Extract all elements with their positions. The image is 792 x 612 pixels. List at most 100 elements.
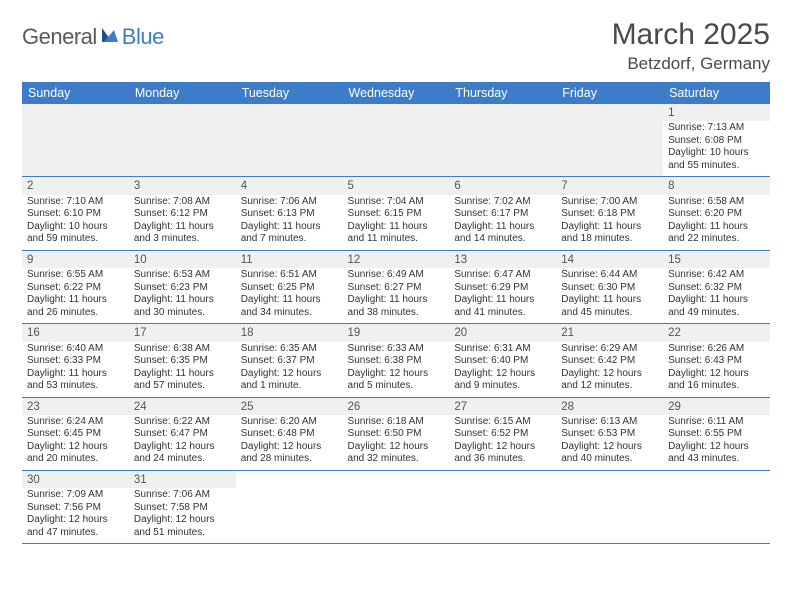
sunset-text: Sunset: 6:38 PM (348, 355, 445, 368)
day-number: 14 (556, 251, 663, 268)
daylight-text: Daylight: 12 hours and 9 minutes. (454, 368, 551, 393)
calendar-cell: 12Sunrise: 6:49 AMSunset: 6:27 PMDayligh… (343, 250, 450, 323)
calendar-cell: 4Sunrise: 7:06 AMSunset: 6:13 PMDaylight… (236, 177, 343, 250)
calendar-cell: 23Sunrise: 6:24 AMSunset: 6:45 PMDayligh… (22, 397, 129, 470)
calendar-week-row: 9Sunrise: 6:55 AMSunset: 6:22 PMDaylight… (22, 250, 770, 323)
calendar-cell: 19Sunrise: 6:33 AMSunset: 6:38 PMDayligh… (343, 324, 450, 397)
sunset-text: Sunset: 7:58 PM (134, 502, 231, 515)
sunset-text: Sunset: 6:55 PM (668, 428, 765, 441)
sunset-text: Sunset: 6:30 PM (561, 282, 658, 295)
calendar-cell (449, 470, 556, 543)
day-number: 17 (129, 324, 236, 341)
daylight-text: Daylight: 11 hours and 30 minutes. (134, 294, 231, 319)
calendar-cell (449, 104, 556, 177)
daylight-text: Daylight: 11 hours and 3 minutes. (134, 221, 231, 246)
day-number: 22 (663, 324, 770, 341)
sunset-text: Sunset: 6:15 PM (348, 208, 445, 221)
daylight-text: Daylight: 11 hours and 38 minutes. (348, 294, 445, 319)
day-number: 28 (556, 398, 663, 415)
sunrise-text: Sunrise: 6:40 AM (27, 343, 124, 356)
daylight-text: Daylight: 12 hours and 32 minutes. (348, 441, 445, 466)
sunrise-text: Sunrise: 6:29 AM (561, 343, 658, 356)
sunrise-text: Sunrise: 6:55 AM (27, 269, 124, 282)
sunset-text: Sunset: 6:32 PM (668, 282, 765, 295)
sunrise-text: Sunrise: 6:47 AM (454, 269, 551, 282)
calendar-cell: 30Sunrise: 7:09 AMSunset: 7:56 PMDayligh… (22, 470, 129, 543)
calendar-cell: 3 Sunrise: 7:08 AMSunset: 6:12 PMDaylight… (129, 177, 236, 250)
sunrise-text: Sunrise: 6:31 AM (454, 343, 551, 356)
day-header: Sunday (22, 82, 129, 104)
day-number: 16 (22, 324, 129, 341)
calendar-cell (343, 470, 450, 543)
sunrise-text: Sunrise: 6:26 AM (668, 343, 765, 356)
calendar-table: SundayMondayTuesdayWednesdayThursdayFrid… (22, 82, 770, 544)
day-number: 6 (449, 177, 556, 194)
sunset-text: Sunset: 6:48 PM (241, 428, 338, 441)
daylight-text: Daylight: 12 hours and 12 minutes. (561, 368, 658, 393)
day-header: Friday (556, 82, 663, 104)
daylight-text: Daylight: 12 hours and 43 minutes. (668, 441, 765, 466)
day-header: Tuesday (236, 82, 343, 104)
day-number: 25 (236, 398, 343, 415)
calendar-week-row: 1Sunrise: 7:13 AMSunset: 6:08 PMDaylight… (22, 104, 770, 177)
daylight-text: Daylight: 12 hours and 36 minutes. (454, 441, 551, 466)
sunset-text: Sunset: 6:12 PM (134, 208, 231, 221)
day-number: 26 (343, 398, 450, 415)
daylight-text: Daylight: 11 hours and 11 minutes. (348, 221, 445, 246)
calendar-cell: 10Sunrise: 6:53 AMSunset: 6:23 PMDayligh… (129, 250, 236, 323)
sunrise-text: Sunrise: 6:22 AM (134, 416, 231, 429)
day-number: 8 (663, 177, 770, 194)
sunrise-text: Sunrise: 7:10 AM (27, 196, 124, 209)
sunset-text: Sunset: 6:13 PM (241, 208, 338, 221)
day-number: 13 (449, 251, 556, 268)
calendar-body: 1Sunrise: 7:13 AMSunset: 6:08 PMDaylight… (22, 104, 770, 544)
calendar-cell: 18Sunrise: 6:35 AMSunset: 6:37 PMDayligh… (236, 324, 343, 397)
sunrise-text: Sunrise: 7:13 AM (668, 122, 765, 135)
calendar-cell: 11Sunrise: 6:51 AMSunset: 6:25 PMDayligh… (236, 250, 343, 323)
sunrise-text: Sunrise: 6:49 AM (348, 269, 445, 282)
day-number: 4 (236, 177, 343, 194)
sunset-text: Sunset: 6:27 PM (348, 282, 445, 295)
day-number: 31 (129, 471, 236, 488)
calendar-week-row: 2Sunrise: 7:10 AMSunset: 6:10 PMDaylight… (22, 177, 770, 250)
day-header: Thursday (449, 82, 556, 104)
calendar-cell: 14Sunrise: 6:44 AMSunset: 6:30 PMDayligh… (556, 250, 663, 323)
daylight-text: Daylight: 12 hours and 16 minutes. (668, 368, 765, 393)
daylight-text: Daylight: 12 hours and 28 minutes. (241, 441, 338, 466)
sunset-text: Sunset: 6:10 PM (27, 208, 124, 221)
day-number: 12 (343, 251, 450, 268)
sunset-text: Sunset: 6:23 PM (134, 282, 231, 295)
sunrise-text: Sunrise: 6:58 AM (668, 196, 765, 209)
sunrise-text: Sunrise: 7:06 AM (241, 196, 338, 209)
daylight-text: Daylight: 11 hours and 57 minutes. (134, 368, 231, 393)
sunset-text: Sunset: 6:17 PM (454, 208, 551, 221)
sunrise-text: Sunrise: 6:18 AM (348, 416, 445, 429)
calendar-cell: 16Sunrise: 6:40 AMSunset: 6:33 PMDayligh… (22, 324, 129, 397)
daylight-text: Daylight: 12 hours and 40 minutes. (561, 441, 658, 466)
calendar-cell: 21Sunrise: 6:29 AMSunset: 6:42 PMDayligh… (556, 324, 663, 397)
day-number: 15 (663, 251, 770, 268)
calendar-cell: 2Sunrise: 7:10 AMSunset: 6:10 PMDaylight… (22, 177, 129, 250)
sunrise-text: Sunrise: 7:08 AM (134, 196, 231, 209)
calendar-cell: 25Sunrise: 6:20 AMSunset: 6:48 PMDayligh… (236, 397, 343, 470)
day-number: 3 (129, 177, 236, 194)
calendar-week-row: 30Sunrise: 7:09 AMSunset: 7:56 PMDayligh… (22, 470, 770, 543)
calendar-cell: 29Sunrise: 6:11 AMSunset: 6:55 PMDayligh… (663, 397, 770, 470)
day-number: 19 (343, 324, 450, 341)
sunset-text: Sunset: 7:56 PM (27, 502, 124, 515)
month-title: March 2025 (612, 18, 770, 52)
day-number: 23 (22, 398, 129, 415)
sunrise-text: Sunrise: 7:09 AM (27, 489, 124, 502)
sunrise-text: Sunrise: 6:42 AM (668, 269, 765, 282)
logo-sail-icon (100, 26, 120, 49)
day-number: 27 (449, 398, 556, 415)
calendar-cell: 20Sunrise: 6:31 AMSunset: 6:40 PMDayligh… (449, 324, 556, 397)
sunset-text: Sunset: 6:37 PM (241, 355, 338, 368)
sunset-text: Sunset: 6:43 PM (668, 355, 765, 368)
calendar-cell (663, 470, 770, 543)
day-number: 30 (22, 471, 129, 488)
daylight-text: Daylight: 12 hours and 20 minutes. (27, 441, 124, 466)
sunset-text: Sunset: 6:08 PM (668, 135, 765, 148)
logo-text-blue: Blue (122, 24, 164, 50)
sunrise-text: Sunrise: 6:11 AM (668, 416, 765, 429)
